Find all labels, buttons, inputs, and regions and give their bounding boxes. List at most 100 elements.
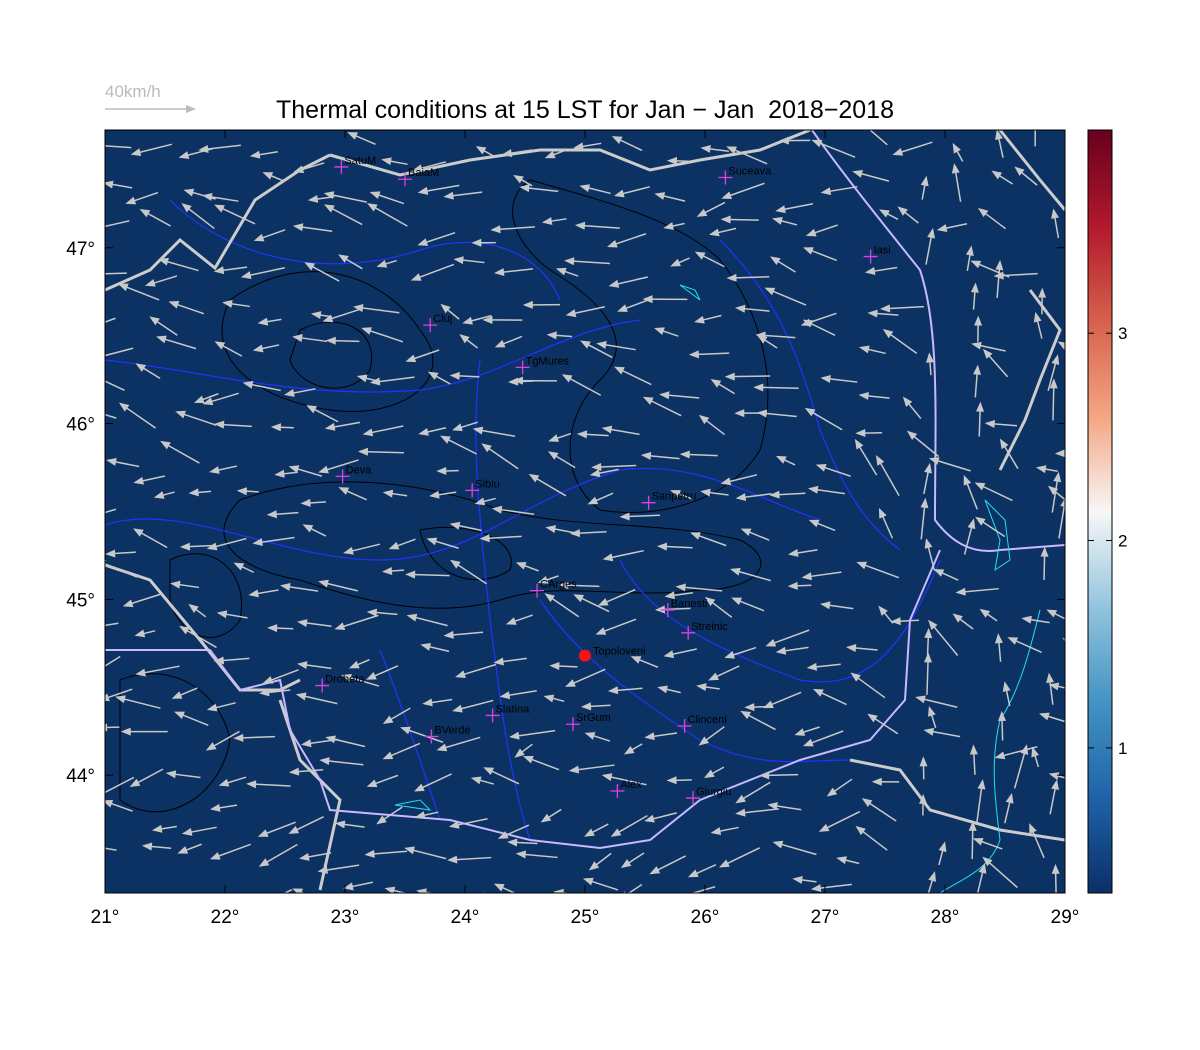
wind-arrow <box>105 220 130 228</box>
wind-arrow <box>821 810 861 832</box>
wind-arrow-head <box>820 374 831 383</box>
wind-arrow-head <box>581 702 592 711</box>
wind-arrow-head <box>607 686 619 695</box>
wind-arrow-head <box>1029 823 1037 834</box>
wind-arrow-head <box>614 366 625 375</box>
wind-arrow-head <box>984 419 995 428</box>
wind-arrow-head <box>493 657 504 666</box>
wind-arrow-head <box>924 627 933 639</box>
station-marker <box>398 172 412 187</box>
river <box>539 599 851 763</box>
wind-arrow <box>355 306 400 314</box>
wind-arrow-head <box>965 245 974 256</box>
wind-arrow-head <box>541 217 553 225</box>
wind-arrow-head <box>555 267 567 276</box>
scale-arrow-head <box>186 105 196 113</box>
wind-arrow-head <box>856 561 868 570</box>
wind-arrow <box>511 729 556 738</box>
wind-arrow-head <box>170 580 181 589</box>
wind-arrow-head <box>91 270 101 278</box>
wind-arrow-head <box>968 820 977 831</box>
wind-arrow-head <box>1031 108 1039 118</box>
wind-arrow-head <box>735 493 747 502</box>
wind-arrow-head <box>663 222 674 230</box>
wind-arrow <box>1067 280 1075 320</box>
wind-arrow-head <box>381 157 392 166</box>
wind-arrow-head <box>588 861 600 871</box>
wind-arrow-head <box>145 279 156 287</box>
wind-arrow-head <box>297 619 308 628</box>
wind-arrow-head <box>982 348 993 359</box>
wind-arrow-head <box>640 451 652 460</box>
station-label: Giurgiu <box>696 786 731 798</box>
wind-arrow-head <box>357 447 369 456</box>
wind-arrow-head <box>802 319 814 328</box>
wind-arrow-head <box>670 490 681 498</box>
wind-arrow-head <box>206 542 218 551</box>
wind-arrow-head <box>928 871 936 882</box>
wind-arrow-head <box>879 209 890 218</box>
wind-arrow-head <box>584 732 596 740</box>
wind-arrow-head <box>808 519 820 528</box>
wind-arrow <box>571 764 615 772</box>
station-label: Sibiu <box>475 478 499 490</box>
wind-arrow-head <box>507 838 518 847</box>
wind-arrow-head <box>240 271 252 279</box>
wind-arrow-head <box>448 820 460 829</box>
wind-arrow-head <box>726 146 737 154</box>
wind-arrow-head <box>794 728 806 736</box>
wind-arrow-head <box>995 259 1004 271</box>
wind-arrow-head <box>270 423 282 432</box>
wind-arrow <box>727 375 771 378</box>
wind-arrow-head <box>93 790 104 798</box>
wind-arrow <box>105 847 117 851</box>
wind-arrow-head <box>513 174 524 184</box>
wind-arrow-head <box>490 225 501 234</box>
wind-arrow-head <box>698 736 710 746</box>
wind-arrow-head <box>206 703 218 712</box>
wind-arrow-head <box>222 299 233 308</box>
y-tick-label: 45° <box>66 590 95 611</box>
wind-arrow-head <box>670 258 681 267</box>
x-tick-label: 28° <box>931 907 960 928</box>
station-marker <box>641 495 656 510</box>
wind-arrow <box>105 145 132 149</box>
wind-arrow <box>1013 746 1027 789</box>
wind-arrow-head <box>288 825 300 834</box>
wind-arrow-head <box>938 841 947 853</box>
wind-arrow-head <box>334 622 346 631</box>
wind-arrow-head <box>576 430 588 439</box>
river <box>619 559 941 683</box>
wind-arrow-head <box>412 164 423 173</box>
wind-arrow-head <box>858 391 869 400</box>
wind-arrow-head <box>765 639 777 647</box>
wind-arrow-head <box>85 372 96 380</box>
wind-arrow <box>105 272 127 275</box>
wind-arrow-head <box>93 223 104 231</box>
border <box>998 289 1062 471</box>
wind-arrow-head <box>977 779 986 790</box>
wind-arrow-head <box>700 144 711 153</box>
wind-arrow-head <box>882 329 894 339</box>
station-label: Streinic <box>691 621 728 633</box>
wind-arrow-head <box>452 896 463 904</box>
wind-arrow-head <box>324 422 336 431</box>
wind-arrow-head <box>919 793 928 804</box>
wind-arrow-head <box>133 528 144 537</box>
wind-arrow-head <box>923 727 935 736</box>
wind-arrow-head <box>812 688 824 697</box>
contour <box>221 271 434 412</box>
lake <box>394 799 432 811</box>
wind-arrow-head <box>257 829 269 837</box>
wind-arrow-head <box>644 732 655 741</box>
wind-arrow-head <box>1071 399 1081 409</box>
wind-arrow-head <box>505 617 517 625</box>
wind-arrow-head <box>1048 772 1060 780</box>
wind-arrow-head <box>690 532 701 540</box>
wind-arrow-head <box>452 704 463 713</box>
wind-arrow-head <box>971 341 982 350</box>
wind-arrow-head <box>151 824 163 833</box>
wind-arrow-head <box>341 673 352 682</box>
wind-arrow-head <box>361 327 372 335</box>
wind-arrow-head <box>447 855 458 864</box>
